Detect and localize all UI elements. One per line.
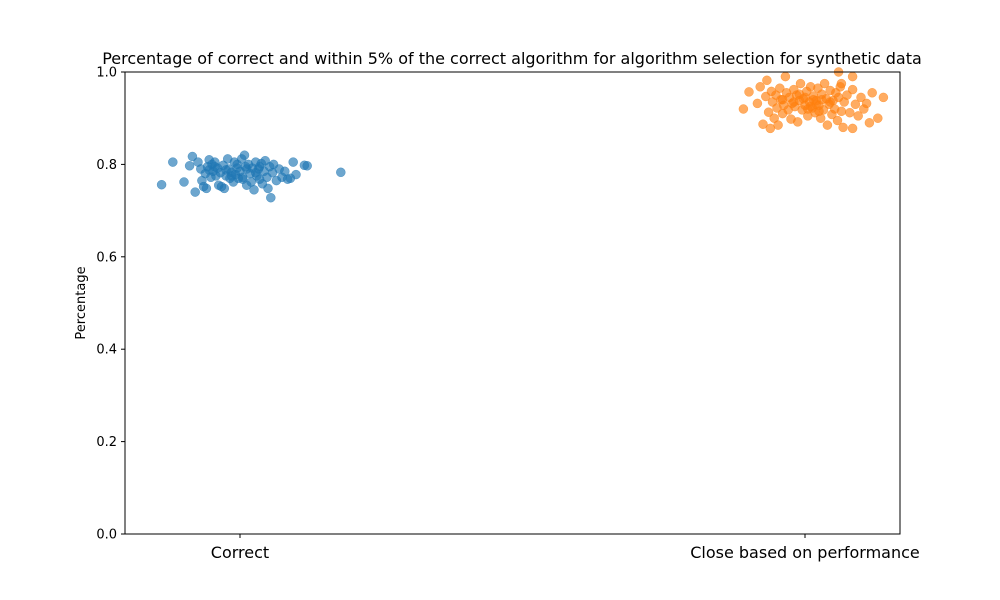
data-point xyxy=(190,187,200,197)
data-point xyxy=(288,157,298,167)
data-point xyxy=(773,120,783,130)
data-point xyxy=(856,92,866,103)
data-point xyxy=(744,87,754,97)
data-point xyxy=(819,78,830,89)
data-point xyxy=(758,119,768,129)
data-point xyxy=(867,88,877,98)
y-tick-label: 0.4 xyxy=(96,343,117,358)
data-point xyxy=(232,159,242,170)
data-point xyxy=(752,98,763,109)
data-point xyxy=(168,157,178,167)
data-points xyxy=(156,67,889,203)
chart-title: Percentage of correct and within 5% of t… xyxy=(102,49,922,68)
data-point xyxy=(219,183,230,194)
data-point xyxy=(847,84,858,95)
data-point xyxy=(825,97,835,107)
plot-frame xyxy=(124,71,901,535)
data-point xyxy=(838,122,848,133)
data-point xyxy=(847,123,858,134)
data-point xyxy=(738,104,749,114)
data-point xyxy=(853,111,863,121)
data-point xyxy=(201,183,212,194)
data-point xyxy=(263,183,273,194)
data-point xyxy=(836,78,847,89)
data-point xyxy=(847,71,858,82)
y-axis: 0.0 0.2 0.4 0.6 0.8 1.0 xyxy=(96,66,125,543)
data-point xyxy=(814,106,824,117)
x-tick-label: Close based on performance xyxy=(690,543,920,562)
data-point xyxy=(873,113,883,123)
y-tick-label: 0.8 xyxy=(96,158,117,173)
y-tick-label: 0.0 xyxy=(96,528,117,543)
y-tick-label: 0.2 xyxy=(96,435,117,450)
data-point xyxy=(861,98,872,109)
data-point xyxy=(156,179,167,190)
data-point xyxy=(221,165,231,175)
data-point xyxy=(836,106,847,117)
data-point xyxy=(792,117,803,127)
data-point xyxy=(291,169,301,180)
data-point xyxy=(762,75,772,86)
data-point xyxy=(336,167,346,178)
data-point xyxy=(204,165,214,175)
data-point xyxy=(777,94,788,105)
data-point xyxy=(845,107,855,118)
data-point xyxy=(803,104,813,114)
y-tick-label: 0.6 xyxy=(96,250,117,265)
data-point xyxy=(794,89,805,99)
data-point xyxy=(763,107,774,117)
data-point xyxy=(789,97,799,107)
data-point xyxy=(254,161,265,172)
data-point xyxy=(808,94,819,105)
y-tick-label: 1.0 xyxy=(96,66,117,81)
data-point xyxy=(817,94,827,105)
data-point xyxy=(850,99,861,110)
data-point xyxy=(832,115,843,126)
data-point xyxy=(780,71,791,82)
y-axis-label: Percentage xyxy=(74,266,89,339)
data-point xyxy=(226,171,237,181)
data-point xyxy=(795,78,806,89)
data-point xyxy=(822,120,833,130)
data-point xyxy=(755,82,765,92)
data-point xyxy=(302,161,312,171)
data-point xyxy=(864,118,875,128)
data-point xyxy=(249,185,259,195)
data-point xyxy=(775,83,785,93)
data-point xyxy=(184,161,195,171)
x-axis: Correct Close based on performance xyxy=(211,534,920,562)
data-point xyxy=(238,174,248,184)
data-point xyxy=(266,192,276,203)
data-point xyxy=(878,92,889,103)
data-point xyxy=(241,164,252,174)
data-point xyxy=(239,150,250,160)
x-tick-label: Correct xyxy=(211,543,269,562)
data-point xyxy=(179,177,189,187)
